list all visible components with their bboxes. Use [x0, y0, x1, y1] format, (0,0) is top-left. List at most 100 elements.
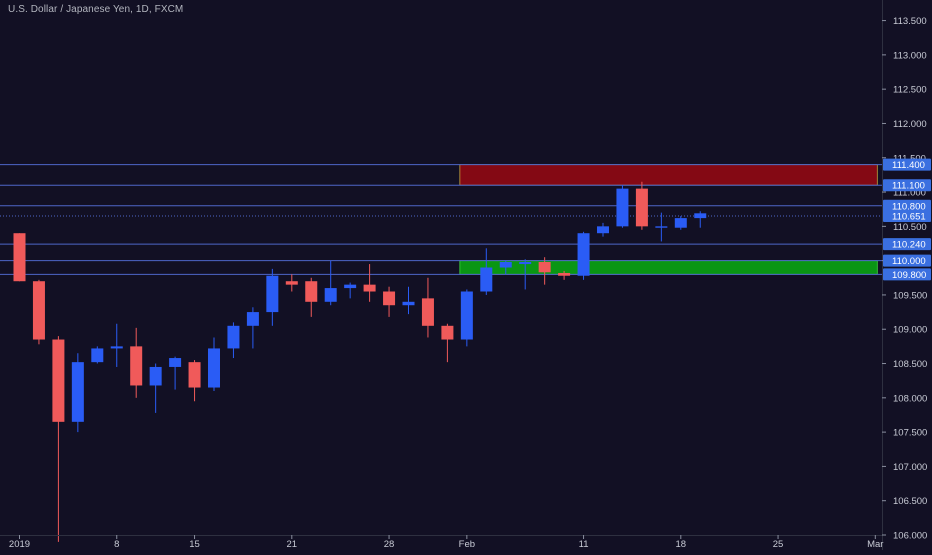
- candle: [169, 356, 182, 390]
- price-tick-label: 107.500: [893, 428, 927, 439]
- time-tick-label: 15: [189, 539, 200, 550]
- candle: [597, 222, 609, 237]
- candle-body: [655, 226, 668, 228]
- price-tick-label: 112.000: [893, 119, 927, 130]
- price-label: 110.651: [883, 209, 931, 222]
- candle-body: [110, 346, 123, 349]
- candle: [538, 257, 551, 285]
- zones-layer: [459, 164, 878, 275]
- candle: [421, 277, 434, 338]
- time-tick-label: 11: [579, 539, 589, 550]
- candle-body: [227, 325, 240, 349]
- price-label-bg: [883, 179, 931, 192]
- price-label-text: 110.000: [892, 256, 926, 267]
- candle: [71, 353, 84, 433]
- candle-body: [635, 188, 648, 227]
- time-tick-label: 18: [676, 539, 687, 550]
- candle: [655, 212, 668, 242]
- candle: [324, 260, 337, 306]
- price-label-bg: [883, 199, 931, 212]
- price-label-bg: [883, 158, 931, 171]
- price-label-bg: [883, 268, 931, 281]
- price-tick-label: 109.500: [893, 290, 927, 301]
- price-label-text: 110.800: [892, 201, 926, 212]
- price-tick-label: 108.000: [893, 393, 927, 404]
- candle-body: [577, 233, 590, 276]
- candle: [130, 327, 143, 398]
- candle-body: [674, 218, 687, 228]
- price-label-text: 110.240: [892, 240, 926, 251]
- candle-body: [208, 348, 220, 388]
- candle-body: [421, 298, 434, 326]
- candle-body: [558, 272, 571, 276]
- candle-body: [597, 226, 609, 234]
- time-tick-label: 8: [114, 539, 119, 550]
- candle: [246, 307, 259, 349]
- candle-body: [499, 262, 512, 268]
- price-tick-label: 107.000: [893, 462, 927, 473]
- candle: [91, 346, 104, 364]
- price-tick-label: 113.000: [893, 50, 927, 61]
- candle: [635, 181, 648, 230]
- price-label: 111.400: [883, 158, 931, 171]
- candle: [52, 336, 65, 542]
- price-label-text: 110.651: [892, 211, 926, 222]
- price-tick-label: 108.500: [893, 359, 927, 370]
- time-tick-label: Feb: [459, 539, 475, 550]
- price-label-bg: [883, 254, 931, 267]
- price-label: 109.800: [883, 268, 931, 281]
- candles-layer: [13, 181, 707, 542]
- candle-body: [383, 291, 396, 306]
- candle-body: [169, 358, 182, 367]
- chart-title: U.S. Dollar / Japanese Yen, 1D, FXCM: [8, 4, 184, 15]
- candle: [266, 268, 279, 326]
- price-tick-label: 109.000: [893, 325, 927, 336]
- candle-body: [246, 312, 259, 326]
- candle-body: [519, 262, 532, 265]
- price-label: 110.000: [883, 254, 931, 267]
- candle-body: [32, 281, 45, 340]
- candle-body: [480, 267, 493, 292]
- time-tick-label: 2019: [9, 539, 30, 550]
- price-tick-label: 106.500: [893, 496, 927, 507]
- price-labels-layer: 111.400 111.100 110.800 110.240 110.000 109.8…: [883, 158, 931, 281]
- candle-body: [266, 275, 279, 313]
- time-tick-label: 25: [773, 539, 784, 550]
- price-label: 110.800: [883, 199, 931, 212]
- candle-body: [52, 339, 65, 422]
- candle-body: [130, 346, 143, 386]
- candle-body: [13, 233, 26, 282]
- candle: [32, 279, 45, 345]
- candle: [499, 260, 512, 275]
- candle-body: [616, 188, 629, 227]
- horizontal-lines-layer: [0, 164, 882, 275]
- candle: [460, 289, 473, 347]
- price-label: 110.240: [883, 238, 931, 251]
- candle-body: [441, 325, 454, 340]
- resistance-zone: [459, 164, 878, 186]
- time-tick-label: 28: [384, 539, 395, 550]
- candle: [616, 185, 629, 228]
- candle-body: [694, 213, 707, 219]
- candle: [149, 363, 162, 413]
- candle: [674, 216, 687, 230]
- price-label-text: 109.800: [892, 270, 926, 281]
- candle: [402, 286, 415, 315]
- candle-body: [285, 281, 298, 285]
- time-tick-label: 21: [287, 539, 298, 550]
- candle: [441, 323, 454, 363]
- candle: [383, 286, 396, 317]
- candle: [305, 277, 318, 317]
- candle: [480, 248, 493, 295]
- price-tick-label: 106.000: [893, 531, 927, 542]
- candle-body: [305, 281, 318, 302]
- candle-body: [538, 262, 551, 273]
- candle: [188, 360, 201, 402]
- price-tick-label: 110.500: [893, 222, 927, 233]
- price-label: 111.100: [883, 179, 931, 192]
- price-label-text: 111.400: [892, 160, 925, 171]
- price-label-text: 111.100: [892, 181, 925, 192]
- candle: [285, 274, 298, 292]
